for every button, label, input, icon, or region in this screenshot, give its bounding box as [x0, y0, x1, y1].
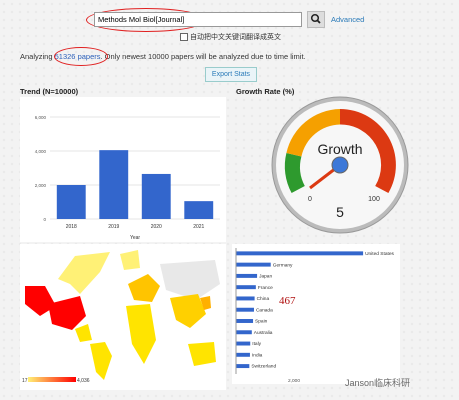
country-label: Canada: [256, 307, 273, 313]
x-tick-label: 2021: [193, 224, 204, 230]
translate-checkbox[interactable]: [180, 33, 188, 42]
country-label: India: [252, 352, 263, 358]
trend-bar: [184, 201, 214, 219]
map-legend-bar: [28, 377, 76, 382]
countries-panel: United States Germany Japan France China Cana…: [232, 244, 400, 384]
country-bar: [236, 307, 254, 312]
growth-gauge: Growth 0 100 5: [271, 96, 409, 234]
x-tick-label: 2019: [108, 224, 119, 230]
gauge-value: 5: [336, 204, 344, 220]
russia-region: [160, 260, 220, 300]
country-label: Japan: [259, 274, 272, 280]
status-suffix: . Only newest 10000 papers will be analy…: [100, 52, 306, 61]
country-bar: [236, 330, 252, 335]
trend-bar: [141, 173, 171, 219]
export-stats-button[interactable]: Export Stats: [205, 67, 257, 82]
asia-region: [170, 294, 206, 328]
africa-region: [126, 304, 156, 364]
usa-region: [48, 296, 86, 330]
status-prefix: Analyzing: [20, 52, 53, 61]
country-bar: [236, 273, 258, 278]
country-label: Spain: [255, 319, 268, 325]
country-label: Australia: [254, 330, 273, 336]
trend-bar: [99, 150, 129, 219]
y-tick-label: 2,000: [35, 183, 47, 188]
watermark: Janson临床科研: [345, 378, 411, 388]
growth-title: Growth Rate (%): [236, 87, 295, 96]
canada-region: [58, 252, 110, 294]
search-button[interactable]: [307, 11, 325, 28]
gauge-min: 0: [308, 196, 312, 203]
south-america-region: [90, 342, 112, 380]
country-label: China: [257, 296, 270, 302]
gauge-label: Growth: [317, 141, 362, 157]
gauge-hub: [331, 156, 349, 174]
y-tick-label: 4,000: [35, 149, 47, 154]
x-tick-label: 2018: [66, 224, 77, 230]
china-annotation: 467: [279, 295, 296, 307]
translate-option[interactable]: 自动把中文关键词翻译成英文: [180, 32, 281, 42]
country-label: United States: [365, 251, 394, 257]
y-tick-label: 6,000: [35, 115, 47, 120]
trend-chart: 0 2,000 4,000 6,000 2018 2019 2020 2021 Year: [35, 115, 220, 241]
x-tick-label: 2020: [151, 224, 162, 230]
country-bar: [236, 341, 251, 346]
search-input[interactable]: [94, 12, 302, 27]
x-axis-label: Year: [130, 235, 140, 241]
country-bar: [236, 319, 254, 323]
japan-region: [200, 296, 211, 310]
country-bar: [236, 285, 256, 290]
country-label: Switzerland: [251, 364, 276, 370]
country-bar: [236, 352, 250, 357]
legend-min: 17: [22, 378, 28, 384]
x-tick-label: 2,000: [288, 378, 300, 384]
translate-label: 自动把中文关键词翻译成英文: [190, 34, 281, 41]
greenland-region: [120, 250, 140, 270]
y-tick-label: 0: [43, 217, 46, 222]
trend-title: Trend (N=10000): [20, 87, 79, 96]
trend-panel: 0 2,000 4,000 6,000 2018 2019 2020 2021 Year: [20, 97, 226, 242]
country-label: Germany: [273, 262, 293, 268]
europe-region: [128, 274, 160, 302]
trend-bar: [56, 185, 86, 219]
country-label: Italy: [252, 341, 261, 347]
gauge-max: 100: [368, 196, 380, 203]
count-highlight-ellipse: [54, 47, 108, 66]
australia-region: [188, 342, 216, 366]
country-bar: [236, 251, 364, 256]
search-icon: [310, 13, 321, 24]
advanced-link[interactable]: Advanced: [331, 15, 365, 24]
world-map-panel: 17 4,036: [20, 244, 226, 390]
country-bar: [236, 364, 250, 369]
country-bar: [236, 262, 271, 267]
legend-max: 4,036: [77, 378, 90, 384]
world-map: 17 4,036: [22, 250, 220, 384]
country-label: France: [258, 285, 273, 291]
country-bar: [236, 296, 255, 301]
mexico-region: [75, 324, 92, 342]
alaska-region: [25, 286, 56, 316]
